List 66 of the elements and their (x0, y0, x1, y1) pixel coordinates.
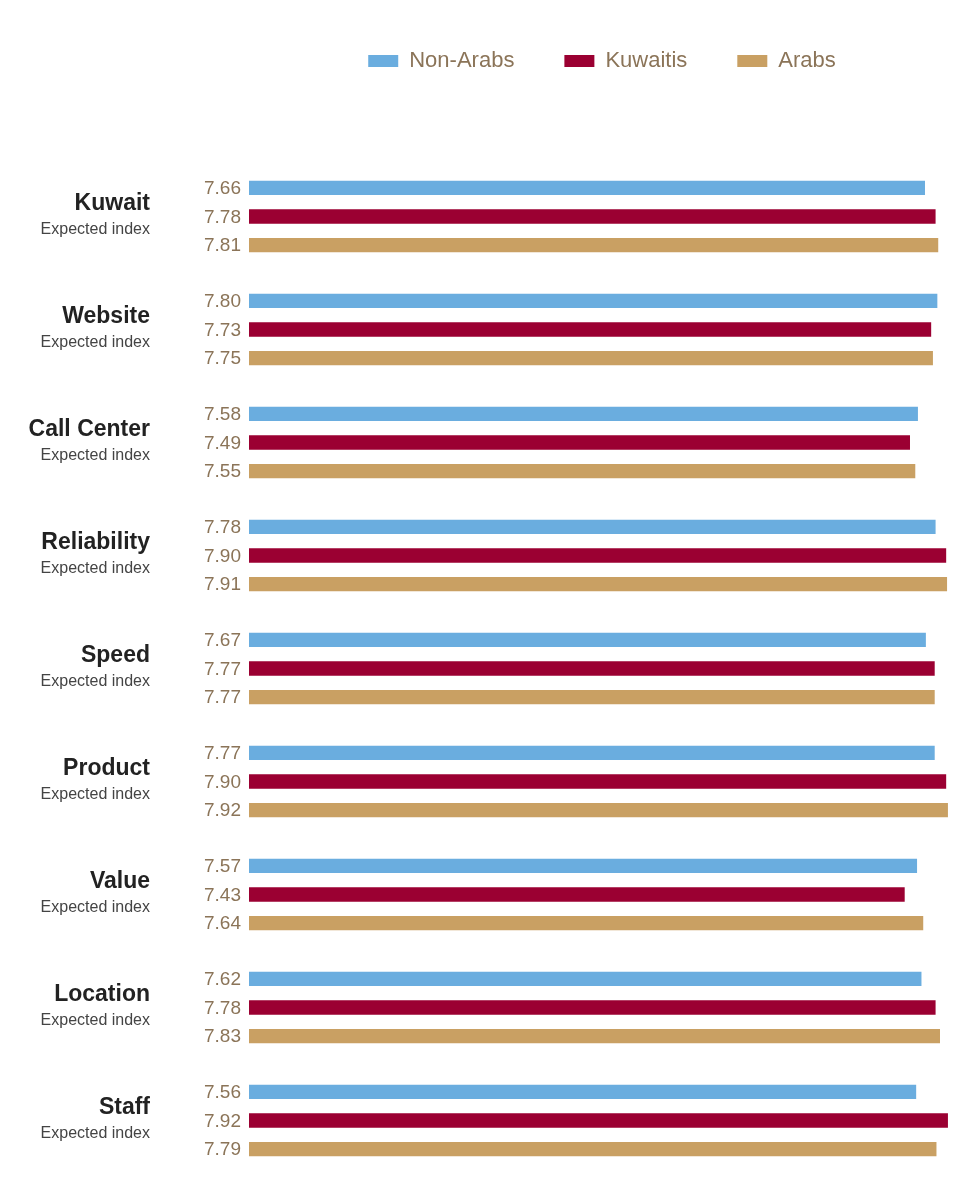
bar (249, 180, 925, 196)
data-label: 7.66 (204, 177, 241, 199)
bar (249, 632, 926, 648)
bar (249, 802, 948, 818)
data-label: 7.90 (204, 770, 241, 792)
y-tick-label: Reliability Expected index (40, 527, 151, 576)
legend-label: Non-Arabs (409, 47, 515, 73)
y-tick-label: Call Center Expected index (28, 414, 151, 463)
data-label: 7.78 (204, 205, 241, 227)
bar (249, 463, 916, 479)
data-label: 7.83 (204, 1025, 241, 1047)
bar (249, 1028, 940, 1044)
data-label: 7.43 (204, 883, 241, 905)
bar (249, 1084, 917, 1100)
bar (249, 689, 935, 705)
data-label: 7.79 (204, 1138, 241, 1160)
data-label: 7.75 (204, 347, 241, 369)
bar (249, 887, 905, 902)
data-label: 7.56 (204, 1081, 241, 1103)
data-label: 7.92 (204, 1109, 241, 1131)
data-label: 7.62 (204, 968, 241, 990)
data-label: 7.64 (204, 912, 242, 934)
bar (249, 322, 932, 337)
bar (249, 858, 918, 874)
bar (249, 237, 939, 253)
data-label: 7.55 (204, 460, 241, 482)
data-label: 7.90 (204, 544, 241, 566)
bar (249, 548, 947, 563)
bar (249, 519, 936, 535)
y-tick-label: Product Expected index (40, 753, 151, 802)
bar (249, 406, 918, 422)
bar (249, 209, 936, 224)
data-label: 7.77 (204, 686, 241, 708)
bar (249, 1000, 936, 1015)
bar (249, 745, 935, 761)
data-label: 7.81 (204, 234, 241, 256)
y-tick-label: Kuwait Expected index (40, 188, 151, 237)
data-label: 7.77 (204, 742, 241, 764)
bar (249, 915, 924, 931)
data-label: 7.58 (204, 403, 241, 425)
y-tick-label: Website Expected index (40, 301, 150, 350)
data-label: 7.91 (204, 573, 241, 595)
bar (249, 435, 910, 450)
bar (249, 350, 933, 366)
data-label: 7.92 (204, 799, 241, 821)
data-label: 7.49 (204, 431, 241, 453)
data-label: 7.77 (204, 657, 241, 679)
data-label: 7.73 (204, 318, 241, 340)
legend-label: Arabs (778, 47, 836, 73)
y-tick-label: Staff Expected index (40, 1092, 151, 1141)
y-tick-label: Value Expected index (40, 866, 150, 915)
legend-label: Kuwaitis (605, 47, 688, 73)
y-tick-label: Speed Expected index (40, 640, 150, 689)
bar (249, 774, 947, 789)
y-tick-label: Location Expected index (40, 979, 150, 1028)
bar (249, 1113, 948, 1128)
bar (249, 293, 938, 309)
data-label: 7.78 (204, 996, 241, 1018)
bar (249, 1141, 937, 1157)
data-label: 7.80 (204, 290, 241, 312)
bar (249, 576, 948, 592)
data-label: 7.78 (204, 516, 241, 538)
data-label: 7.67 (204, 629, 241, 651)
bar (249, 971, 922, 987)
bar (249, 661, 935, 676)
data-label: 7.57 (204, 855, 241, 877)
